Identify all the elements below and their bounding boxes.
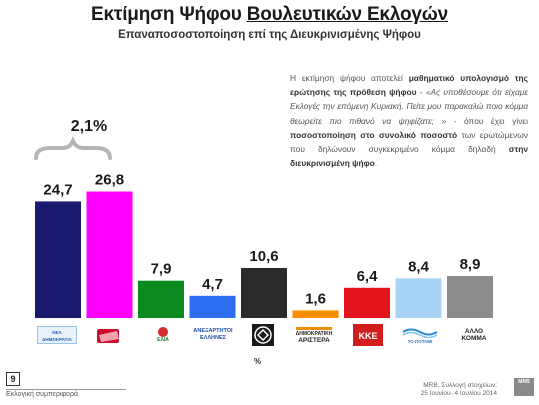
title-plain: Εκτίμηση Ψήφου [91, 4, 247, 25]
explanation-quote: «Ας υποθέσουμε ότι είχαμε Εκλογές την επ… [290, 87, 528, 126]
mrb-logo: MRB [514, 378, 534, 396]
bar-value-label: 8,9 [460, 256, 481, 273]
logo-anel: ΑΝΕΞΑΡΤΗΤΟΙ ΕΛΛΗΝΕΣ [191, 324, 235, 346]
explanation-part: - [416, 87, 426, 98]
explanation-text: Η εκτίμηση ψήφου αποτελεί μαθηματικό υπο… [290, 71, 528, 170]
logo-xa [241, 324, 285, 346]
footer-divider [6, 389, 126, 390]
logo-potami: ΤΟ ΠΟΤΑΜΙ [398, 324, 442, 346]
bar [138, 280, 184, 318]
logo-allo-text-1: ΑΛΛΟ [464, 328, 484, 335]
logo-elia: ΕΛΙΑ [141, 324, 185, 346]
explanation-bold: ποσοστοποίηση στο συνολικό ποσοστό [290, 129, 458, 140]
bar-value-label: 6,4 [357, 268, 379, 285]
source-line-1: MRB, Συλλογή στοιχείων: [423, 382, 497, 389]
footer-section-label: Εκλογική συμπεριφορά [6, 391, 78, 398]
explanation-bold: μαθηματικό υπολογισμό της ερώτησης της π… [290, 73, 528, 98]
elia-logo-icon [157, 326, 168, 337]
explanation-part: - όπου έχει γίνει [446, 115, 528, 126]
title-underlined: Βουλευτικών Εκλογών [246, 4, 448, 25]
explanation-part: Η εκτίμηση ψήφου αποτελεί [290, 73, 409, 83]
logo-kke-text: ΚΚΕ [358, 331, 378, 341]
bar-value-label: 10,6 [249, 248, 278, 265]
explanation-part: των ερωτώμενων που δηλώνουν συγκεκριμένο… [290, 129, 528, 155]
bar-value-label: 4,7 [202, 276, 223, 293]
bar-value-label: 24,7 [43, 181, 72, 198]
bar [241, 267, 287, 318]
bar [395, 278, 442, 318]
logo-allo-text-2: ΚΟΜΜΑ [461, 335, 487, 342]
difference-brace [34, 135, 112, 160]
logo-nd: ΝΕΑ ΔΗΜΟΚΡΑΤΙΑ [35, 324, 79, 346]
bar-value-label: 1,6 [305, 290, 326, 307]
logo-syriza [88, 324, 132, 346]
logo-potami-text: ΤΟ ΠΟΤΑΜΙ [407, 338, 433, 344]
logo-dimar-text-1: ΔΗΜΟΚΡΑΤΙΚΗ [295, 330, 333, 337]
page-subtitle: Επαναποσοστοποίηση επί της Διευκρινισμέν… [118, 29, 421, 41]
explanation-part: . [374, 158, 378, 169]
page-title: Εκτίμηση Ψήφου Βουλευτικών Εκλογών [0, 4, 539, 26]
bar [447, 275, 493, 318]
page-number: 9 [6, 372, 20, 386]
logo-allo: ΑΛΛΟ ΚΟΜΜΑ [452, 324, 496, 346]
mrb-logo-text: MRB [518, 379, 530, 385]
potami-logo-icon [402, 328, 438, 338]
logo-kke: ΚΚΕ [346, 324, 390, 346]
bar [189, 295, 236, 318]
bar-value-label: 26,8 [95, 172, 124, 189]
unit-label: % [254, 357, 262, 366]
logo-anel-text: ΑΝΕΞΑΡΤΗΤΟΙ ΕΛΛΗΝΕΣ [193, 328, 233, 341]
bar-value-label: 7,9 [151, 261, 172, 278]
difference-label: 2,1% [71, 118, 107, 135]
logo-elia-text: ΕΛΙΑ [157, 336, 169, 343]
syriza-logo-icon [97, 329, 119, 343]
logo-nd-text: ΝΕΑ ΔΗΜΟΚΡΑΤΙΑ [42, 330, 72, 342]
logo-dimar: ΔΗΜΟΚΡΑΤΙΚΗ ΑΡΙΣΤΕΡΑ [291, 324, 337, 346]
source-note: MRB, Συλλογή στοιχείων: 25 Ιουνίου- 4 Ιο… [421, 382, 497, 398]
bar [86, 191, 133, 318]
source-line-2: 25 Ιουνίου- 4 Ιουλίου 2014 [420, 390, 497, 397]
bar [292, 310, 339, 318]
explanation-bold: στην διευκρινισμένη ψήφο [290, 144, 528, 169]
bar [35, 201, 81, 318]
bar [344, 287, 390, 318]
logo-dimar-text-2: ΑΡΙΣΤΕΡΑ [298, 336, 330, 344]
xa-logo-icon [252, 324, 274, 346]
bar-value-label: 8,4 [408, 258, 430, 275]
